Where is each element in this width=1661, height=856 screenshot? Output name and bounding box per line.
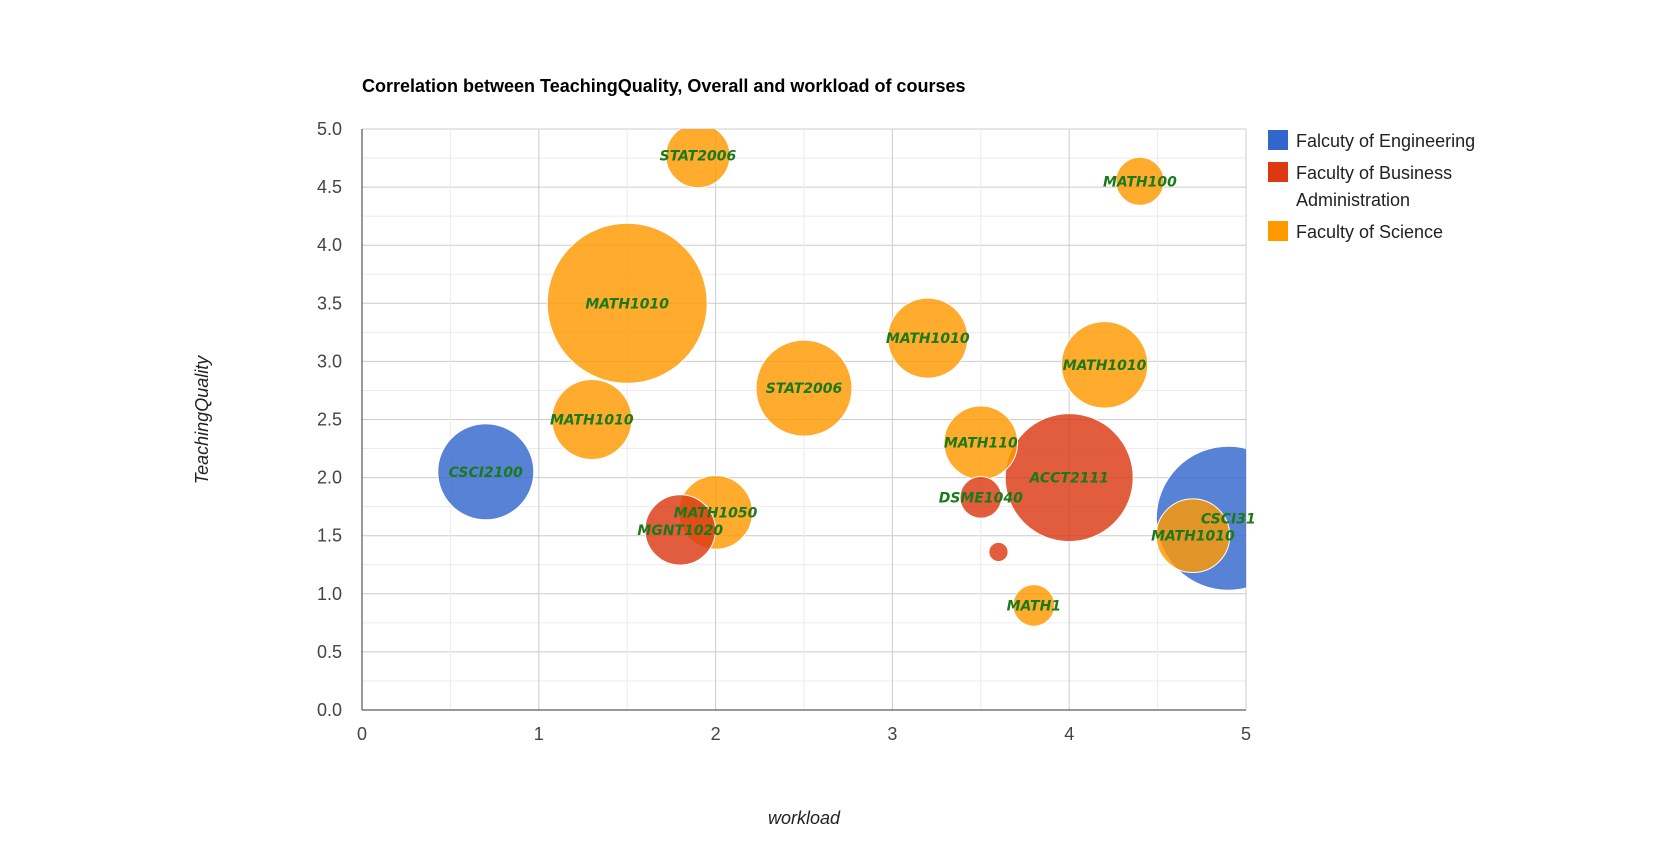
axes: 0.0 0.5 1.0 1.5 2.0 2.5 3.0 3.5 4.0 4.5 5.0 0 1 2 3 4 5 [317, 119, 1251, 744]
bubble-label: STAT2006 [766, 381, 843, 397]
bubble-layer [437, 124, 1246, 627]
bubble-point[interactable] [1012, 584, 1056, 627]
bubble-label: MGNT1020 [637, 523, 723, 539]
bubble-label: MATH100 [1103, 174, 1177, 190]
x-tick-label: 4 [1064, 724, 1074, 744]
bubble-label: MATH1050 [674, 505, 758, 521]
bubble-label: MATH1 [1007, 598, 1061, 614]
x-axis-title: workload [768, 808, 841, 828]
y-tick-label: 0.5 [317, 642, 342, 662]
bubble-label: MATH1010 [886, 331, 970, 347]
y-tick-label: 1.0 [317, 584, 342, 604]
bubble-point[interactable] [546, 222, 708, 384]
y-tick-label: 2.0 [317, 468, 342, 488]
bubble-label: MATH1010 [550, 413, 634, 429]
legend-label: Falcuty of Engineering [1296, 131, 1475, 151]
bubble-point[interactable] [1004, 413, 1134, 543]
y-tick-label: 0.0 [317, 700, 342, 720]
bubble-label: CSCI31 [1201, 511, 1256, 527]
bubble-point[interactable] [988, 541, 1009, 563]
bubble-label: MATH1010 [1063, 358, 1147, 374]
x-tick-label: 1 [534, 724, 544, 744]
bubble-label: MATH1010 [1151, 529, 1235, 545]
legend-label: Faculty of Science [1296, 222, 1443, 242]
x-tick-label: 2 [711, 724, 721, 744]
x-tick-label: 5 [1241, 724, 1251, 744]
bubble-point[interactable] [755, 339, 853, 437]
bubble-point[interactable] [1115, 156, 1165, 206]
bubble-point[interactable] [437, 423, 535, 521]
x-tick-label: 0 [357, 724, 367, 744]
bubble-point[interactable] [1060, 321, 1149, 409]
bubble-label: CSCI2100 [449, 465, 524, 481]
y-tick-label: 3.5 [317, 293, 342, 313]
y-tick-label: 2.5 [317, 410, 342, 430]
legend-label: Faculty of Business Administration [1296, 163, 1452, 210]
x-tick-label: 3 [887, 724, 897, 744]
legend-swatch [1268, 130, 1288, 150]
y-tick-label: 4.0 [317, 235, 342, 255]
y-tick-label: 1.5 [317, 526, 342, 546]
chart-title: Correlation between TeachingQuality, Ove… [362, 76, 965, 96]
bubble-label: DSME1040 [939, 490, 1023, 506]
bubble-label: MATH110 [944, 436, 1018, 452]
bubble-label: ACCT2111 [1028, 471, 1108, 487]
y-tick-label: 5.0 [317, 119, 342, 139]
bubble-label: MATH1010 [585, 296, 669, 312]
bubble-point[interactable] [959, 476, 1003, 519]
bubble-point[interactable] [551, 379, 633, 460]
bubble-point[interactable] [644, 494, 716, 566]
legend-swatch [1268, 162, 1288, 182]
bubble-point[interactable] [665, 124, 731, 189]
y-tick-label: 4.5 [317, 177, 342, 197]
bubble-point[interactable] [1155, 498, 1231, 574]
bubble-point[interactable] [887, 297, 969, 379]
y-axis-title: TeachingQuality [192, 355, 212, 484]
legend: Falcuty of Engineering Faculty of Busines… [1268, 130, 1475, 242]
legend-swatch [1268, 221, 1288, 241]
bubble-label: STAT2006 [660, 149, 737, 165]
y-tick-label: 3.0 [317, 351, 342, 371]
bubble-labels: STAT2006 MATH100 MATH1010 MATH1010 MATH1010 S… [449, 149, 1256, 615]
